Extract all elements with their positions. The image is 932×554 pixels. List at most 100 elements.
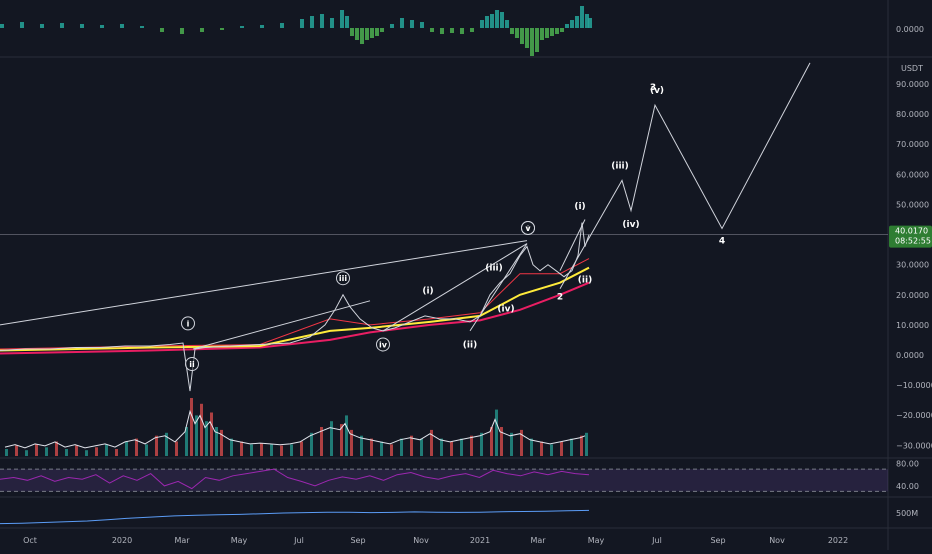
volume-bar xyxy=(410,435,413,456)
volume-bar xyxy=(270,444,273,456)
histogram-bar xyxy=(300,19,304,28)
wave-line xyxy=(192,300,371,350)
wave-label: 2 xyxy=(557,292,563,302)
volume-bar xyxy=(240,441,243,456)
wave-line xyxy=(469,243,528,332)
rsi-tick-upper: 80.00 xyxy=(896,460,919,469)
histogram-bar xyxy=(320,14,324,28)
wave-label-circle xyxy=(185,357,199,372)
histogram-bar xyxy=(240,26,244,28)
wave-lines xyxy=(0,62,811,350)
price-tick-label: 0.0000 xyxy=(896,351,924,360)
histogram-bar xyxy=(380,28,384,32)
histogram-bar xyxy=(470,28,474,32)
wave-line xyxy=(0,240,528,326)
histogram-bar xyxy=(160,28,164,32)
last-price-label: 40.0170 xyxy=(895,227,928,236)
price-tick-label: 70.0000 xyxy=(896,140,929,149)
ma-pink-line xyxy=(0,281,590,355)
wave-line xyxy=(559,62,811,290)
histogram-bar xyxy=(520,28,524,44)
currency-label: USDT xyxy=(901,64,923,73)
volume-bar xyxy=(75,445,78,456)
volume-bar xyxy=(510,432,513,456)
price-tick-label: −10.0000 xyxy=(896,381,932,390)
volume-bar xyxy=(350,429,353,456)
volume-bar xyxy=(85,450,88,456)
x-tick-label: 2020 xyxy=(112,536,132,545)
histogram-bar xyxy=(140,26,144,28)
histogram-bar xyxy=(400,18,404,28)
volume-bar xyxy=(220,429,223,456)
volume-bar xyxy=(390,444,393,456)
volume-bar xyxy=(470,435,473,456)
wave-label: (i) xyxy=(574,202,585,212)
histogram-bar xyxy=(410,20,414,28)
price-tick-label: 20.0000 xyxy=(896,291,929,300)
volume-bar xyxy=(280,445,283,456)
volume-bar xyxy=(215,427,218,456)
last-price-badge: 40.0170 08:52:55 xyxy=(889,225,932,248)
wave-label: (iii) xyxy=(611,161,628,171)
price-tick-label: 60.0000 xyxy=(896,170,929,179)
ma-yellow-line xyxy=(0,266,590,352)
volume-bar xyxy=(5,449,8,456)
histogram-bar xyxy=(370,28,374,38)
volume-bar xyxy=(155,435,158,456)
volume-bar xyxy=(95,447,98,456)
histogram-bar xyxy=(485,16,489,28)
volume-bar xyxy=(570,438,573,456)
volume-bar xyxy=(430,429,433,456)
wave-label: (iii) xyxy=(485,264,502,274)
volume-bar xyxy=(45,447,48,456)
volume-bar xyxy=(490,427,493,456)
histogram-bar xyxy=(390,24,394,28)
volume-bar xyxy=(340,424,343,456)
histogram-bar xyxy=(580,6,584,28)
volume-bar xyxy=(560,441,563,456)
histogram-bar xyxy=(200,28,204,32)
volume-bar xyxy=(480,432,483,456)
volume-bar xyxy=(440,438,443,456)
volume-pane xyxy=(5,398,588,456)
volume-bar xyxy=(500,427,503,456)
volume-bar xyxy=(185,427,188,456)
wave-line xyxy=(559,219,586,271)
price-tick-label: 10.0000 xyxy=(896,321,929,330)
histogram-bar xyxy=(365,28,369,40)
volume-bar xyxy=(400,438,403,456)
wave-label-circle xyxy=(376,337,390,352)
histogram-bar xyxy=(460,28,464,34)
wave-label: v xyxy=(525,224,531,233)
histogram-bar xyxy=(495,10,499,28)
histogram-bar xyxy=(430,28,434,32)
histogram-bar xyxy=(540,28,544,40)
x-tick-label: Mar xyxy=(174,536,190,545)
volume-bar xyxy=(125,441,128,456)
volume-bar xyxy=(195,415,198,456)
histogram-bar xyxy=(420,22,424,28)
last-price-countdown: 08:52:55 xyxy=(895,237,931,246)
volume-bar xyxy=(175,441,178,456)
wave-label: i xyxy=(187,319,190,328)
x-tick-label: May xyxy=(231,536,248,545)
volume-bar xyxy=(35,444,38,456)
histogram-bar xyxy=(560,28,564,32)
volume-bar xyxy=(190,398,193,456)
histogram-bar xyxy=(345,16,349,28)
volume-bar xyxy=(330,421,333,456)
x-tick-label: Sep xyxy=(710,536,725,545)
volume-bar xyxy=(135,438,138,456)
histogram-bar xyxy=(310,16,314,28)
wave-label: 4 xyxy=(719,237,725,247)
histogram-bar xyxy=(480,20,484,28)
x-tick-label: 2022 xyxy=(828,536,848,545)
volume-bar xyxy=(530,438,533,456)
rsi-band-fill xyxy=(0,469,888,492)
price-tick-label: 50.0000 xyxy=(896,200,929,209)
histogram-bar xyxy=(80,24,84,28)
histogram-bar xyxy=(120,24,124,28)
volume-bar xyxy=(460,438,463,456)
